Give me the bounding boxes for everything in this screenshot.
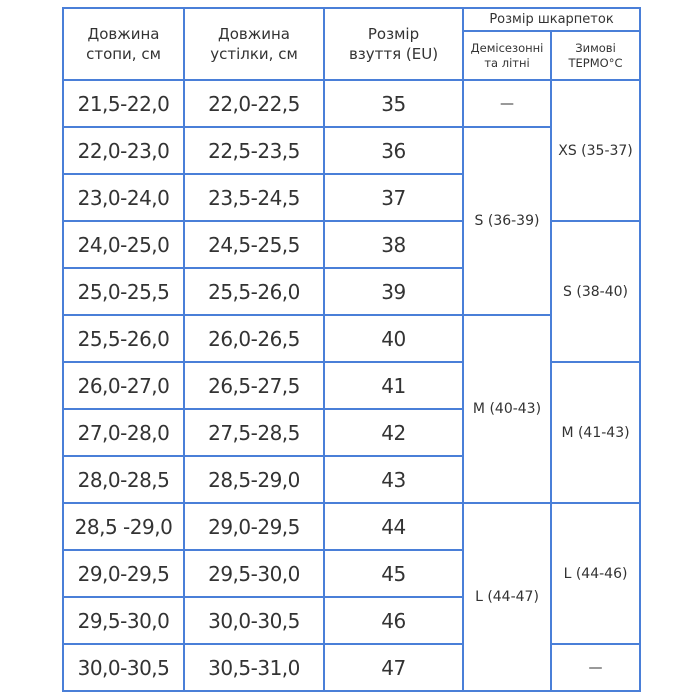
foot-length-cell: 27,0-28,0 <box>62 408 185 457</box>
header-demi-summer: Демісезонні та літні <box>462 30 552 81</box>
header-foot-length: Довжина стопи, см <box>62 7 185 81</box>
foot-length-cell: 23,0-24,0 <box>62 173 185 222</box>
insole-length-cell: 28,5-29,0 <box>183 455 325 504</box>
shoe-size-cell: 46 <box>323 596 464 645</box>
insole-length-cell: 22,5-23,5 <box>183 126 325 175</box>
foot-length-cell: 24,0-25,0 <box>62 220 185 269</box>
table-row: 29,5-30,0 30,0-30,5 46 <box>62 596 640 645</box>
table-row: 24,0-25,0 24,5-25,5 38 S (38-40) <box>62 220 642 363</box>
insole-length-cell: 24,5-25,5 <box>183 220 325 269</box>
table-row: 29,0-29,5 29,5-30,0 45 <box>62 549 640 598</box>
table-row: 27,0-28,0 27,5-28,5 42 <box>62 408 640 457</box>
insole-length-cell: 25,5-26,0 <box>183 267 325 316</box>
insole-length-cell: 23,5-24,5 <box>183 173 325 222</box>
shoe-size-cell: 36 <box>323 126 464 175</box>
foot-length-cell: 26,0-27,0 <box>62 361 185 410</box>
shoe-size-cell: 42 <box>323 408 464 457</box>
winter-sock-size-cell: XS (35-37) <box>549 79 642 222</box>
table-row: 21,5-22,0 22,0-22,5 35— XS (35-37) <box>62 79 642 222</box>
foot-length-cell: 28,5 -29,0 <box>62 502 185 551</box>
foot-length-cell: 28,0-28,5 <box>62 455 185 504</box>
shoe-size-cell: 44 <box>323 502 464 551</box>
table-row: 25,5-26,0 26,0-26,5 40 M (40-43) <box>62 314 640 504</box>
shoe-size-cell: 37 <box>323 173 464 222</box>
insole-length-cell: 26,0-26,5 <box>183 314 325 363</box>
insole-length-cell: 27,5-28,5 <box>183 408 325 457</box>
shoe-size-cell: 47 <box>323 643 464 692</box>
insole-length-cell: 29,5-30,0 <box>183 549 325 598</box>
winter-sock-size-cell: S (38-40) <box>549 220 642 363</box>
header-shoe-size: Розмір взуття (EU) <box>323 7 464 81</box>
winter-sock-size-cell: L (44-46) <box>549 502 642 645</box>
insole-length-cell: 26,5-27,5 <box>183 361 325 410</box>
shoe-size-cell: 45 <box>323 549 464 598</box>
foot-length-cell: 21,5-22,0 <box>62 79 185 128</box>
table-row: 22,0-23,0 22,5-23,5 36 S (36-39) <box>62 126 640 316</box>
insole-length-cell: 30,0-30,5 <box>183 596 325 645</box>
insole-length-cell: 29,0-29,5 <box>183 502 325 551</box>
shoe-size-cell: 41 <box>323 361 464 410</box>
header-sock-size: Розмір шкарпеток <box>461 7 642 32</box>
header-insole-length: Довжина устілки, см <box>183 7 325 81</box>
demi-sock-size-cell: M (40-43) <box>462 314 552 504</box>
table-row: 26,0-27,0 26,5-27,5 41 M (41-43) <box>62 361 642 504</box>
shoe-size-cell: 39 <box>323 267 464 316</box>
foot-length-cell: 25,5-26,0 <box>62 314 185 363</box>
winter-sock-size-cell: M (41-43) <box>549 361 642 504</box>
table-row: 28,5 -29,0 29,0-29,5 44 L (44-47) L (44-46) <box>62 502 642 692</box>
table-row: 30,0-30,5 30,5-31,0 47 — <box>62 643 642 692</box>
shoe-size-cell: 43 <box>323 455 464 504</box>
demi-sock-size-cell: S (36-39) <box>462 126 552 316</box>
foot-length-cell: 29,5-30,0 <box>62 596 185 645</box>
shoe-size-cell: 38 <box>323 220 464 269</box>
table-row: 28,0-28,5 28,5-29,0 43 <box>62 455 640 504</box>
shoe-size-cell: 40 <box>323 314 464 363</box>
table-row: 23,0-24,0 23,5-24,5 37 <box>62 173 640 222</box>
winter-sock-size-cell: — <box>549 643 642 692</box>
foot-length-cell: 30,0-30,5 <box>62 643 185 692</box>
foot-length-cell: 25,0-25,5 <box>62 267 185 316</box>
size-chart-table: Довжина стопи, см Довжина устілки, см Ро… <box>62 7 642 692</box>
demi-sock-size-cell: L (44-47) <box>462 502 552 692</box>
foot-length-cell: 29,0-29,5 <box>62 549 185 598</box>
table-row: 25,0-25,5 25,5-26,0 39 <box>62 267 640 316</box>
demi-sock-size-cell: — <box>462 79 552 128</box>
shoe-size-cell: 35 <box>323 79 464 128</box>
insole-length-cell: 22,0-22,5 <box>183 79 325 128</box>
header-winter-thermo: Зимові ТЕРМО°C <box>549 30 642 81</box>
foot-length-cell: 22,0-23,0 <box>62 126 185 175</box>
insole-length-cell: 30,5-31,0 <box>183 643 325 692</box>
